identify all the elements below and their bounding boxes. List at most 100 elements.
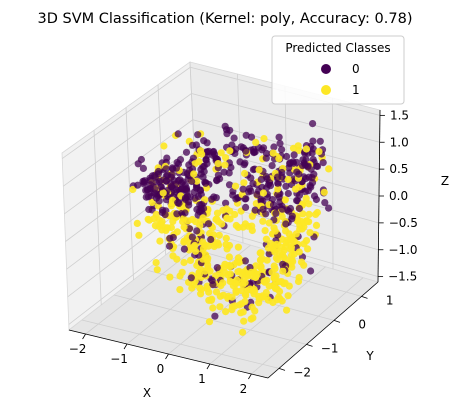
legend-marker-0	[321, 64, 331, 74]
data-point	[145, 205, 153, 214]
data-point	[319, 159, 327, 167]
data-point	[163, 224, 172, 232]
data-point	[144, 186, 152, 194]
data-point	[180, 223, 188, 231]
data-point	[241, 169, 249, 178]
data-point	[299, 162, 307, 170]
data-point	[275, 193, 283, 201]
data-point	[212, 288, 221, 296]
data-point	[166, 234, 174, 242]
axis-ticks: −2 −1 0 1 2 −2 −1 0 1 1.5 1.0 0.5 0.0 −0.5 −1.0 −1.5	[69, 108, 418, 396]
data-point	[178, 268, 186, 276]
data-point	[282, 220, 290, 228]
y-axis-line	[267, 281, 379, 379]
data-point	[190, 170, 198, 178]
data-point	[178, 185, 186, 193]
data-point	[283, 152, 291, 161]
data-point	[289, 158, 297, 166]
data-point	[166, 273, 174, 281]
data-point	[246, 285, 254, 293]
data-point	[229, 191, 237, 199]
data-point	[185, 225, 194, 233]
data-point	[255, 292, 263, 301]
data-point	[165, 242, 174, 250]
data-point	[163, 171, 172, 179]
data-point	[213, 209, 222, 217]
data-point	[191, 247, 200, 255]
z-tick-label: −1.5	[388, 270, 417, 284]
x-tick-label: 2	[240, 382, 248, 396]
data-point	[309, 120, 317, 128]
data-point	[257, 257, 265, 265]
data-point	[185, 201, 193, 209]
data-point	[281, 196, 289, 204]
z-gridline	[61, 66, 191, 159]
data-point	[302, 217, 310, 225]
data-point	[297, 217, 305, 225]
y-tick-mark	[278, 368, 286, 371]
data-point	[184, 217, 192, 225]
data-point	[195, 270, 203, 278]
data-point	[216, 175, 224, 183]
data-point	[196, 201, 204, 209]
data-point	[284, 175, 292, 184]
data-point	[325, 204, 333, 212]
data-point	[270, 143, 278, 151]
data-point	[221, 122, 229, 130]
z-tick-label: 0.0	[389, 189, 408, 203]
data-point	[286, 204, 295, 213]
data-point	[225, 253, 233, 261]
data-point	[221, 268, 229, 276]
z-tick-label: −0.5	[389, 216, 418, 230]
data-point	[232, 288, 240, 296]
data-point	[148, 198, 156, 206]
y-tick-label: −1	[321, 341, 339, 355]
data-point	[194, 131, 202, 139]
data-point	[305, 210, 313, 218]
data-point	[223, 214, 231, 222]
data-point	[255, 299, 263, 307]
data-point	[176, 176, 184, 184]
data-point	[214, 160, 222, 168]
data-point	[156, 237, 164, 245]
legend: Predicted Classes 0 1	[271, 35, 405, 105]
x-axis-label: X	[143, 386, 151, 400]
data-point	[295, 170, 303, 178]
data-point	[196, 186, 204, 194]
data-point	[267, 239, 275, 248]
y-axis-label: Y	[365, 349, 374, 363]
data-point	[223, 130, 231, 138]
data-point	[139, 164, 147, 172]
y-gridline	[81, 319, 280, 369]
data-point	[200, 162, 208, 170]
data-point	[204, 254, 212, 262]
data-point	[279, 260, 287, 268]
data-point	[274, 255, 282, 264]
data-point	[214, 241, 223, 249]
data-point	[275, 133, 283, 141]
data-point	[263, 276, 271, 284]
data-point	[196, 147, 205, 155]
data-point	[257, 249, 265, 257]
x-tick-mark	[82, 333, 86, 340]
data-point	[222, 308, 230, 316]
data-point	[154, 170, 163, 178]
data-point	[140, 178, 148, 186]
chart-title: 3D SVM Classification (Kernel: poly, Acc…	[38, 11, 413, 27]
data-point	[226, 270, 234, 278]
data-point	[168, 164, 176, 172]
data-point	[180, 245, 188, 253]
data-point	[242, 131, 250, 139]
data-point	[240, 317, 248, 325]
data-point	[259, 189, 267, 197]
data-point	[188, 177, 196, 186]
data-point	[288, 256, 296, 264]
z-gridline	[191, 93, 380, 143]
data-point	[234, 223, 242, 231]
data-point	[247, 174, 255, 182]
data-point	[276, 250, 284, 258]
data-point	[215, 231, 223, 239]
data-point	[287, 235, 295, 244]
data-point	[188, 141, 197, 149]
data-point	[302, 194, 310, 202]
